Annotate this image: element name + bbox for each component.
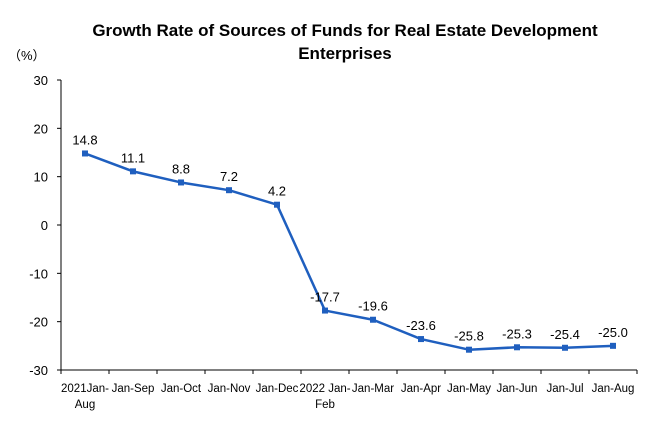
x-axis-tick-label: Aug	[75, 399, 95, 411]
data-label: -25.3	[502, 326, 532, 341]
data-label: -19.6	[358, 299, 388, 314]
x-axis-tick-label: 2022 Jan-	[299, 383, 350, 395]
data-point	[370, 316, 376, 323]
data-label: -17.7	[310, 290, 340, 305]
x-axis-tick-label: Jan-May	[447, 383, 491, 395]
data-point	[226, 187, 232, 194]
data-point	[178, 179, 184, 186]
data-label: 11.1	[121, 150, 145, 165]
data-point	[274, 201, 280, 208]
x-axis-tick-label: Feb	[315, 399, 335, 411]
data-point	[514, 344, 520, 351]
y-axis-tick-label: -30	[29, 363, 48, 378]
x-axis-tick-label: 2021Jan-	[61, 383, 109, 395]
y-axis-unit: （%）	[8, 48, 46, 63]
data-label: 7.2	[220, 169, 238, 184]
data-label: 14.8	[72, 132, 97, 147]
series-line	[84, 152, 614, 351]
data-point	[418, 336, 424, 343]
x-axis-tick-label: Jan-Apr	[401, 383, 441, 395]
y-axis-tick-label: -20	[29, 315, 48, 330]
y-axis-tick-label: 0	[41, 218, 48, 233]
x-axis-tick-label: Jan-Dec	[256, 383, 299, 395]
data-point	[562, 344, 568, 351]
y-axis-tick-label: -10	[29, 266, 48, 281]
data-point	[82, 150, 88, 157]
data-point	[610, 342, 616, 349]
data-point	[466, 346, 472, 353]
data-point	[130, 168, 136, 175]
data-label: -23.6	[406, 318, 436, 333]
y-axis-tick-label: 30	[34, 73, 48, 88]
data-label: -25.0	[598, 325, 628, 340]
x-axis-tick-label: Jan-Nov	[208, 383, 251, 395]
data-point	[322, 307, 328, 314]
y-axis-tick-label: 10	[34, 170, 48, 185]
chart-title-line-2: Enterprises	[298, 44, 392, 63]
x-axis-tick-label: Jan-Aug	[592, 383, 635, 395]
x-axis-tick-label: Jan-Mar	[352, 383, 394, 395]
data-label: 4.2	[268, 184, 286, 199]
x-axis-tick-label: Jan-Oct	[161, 383, 202, 395]
data-label: -25.8	[454, 329, 484, 344]
y-axis-tick-label: 20	[34, 121, 48, 136]
chart-title-line-1: Growth Rate of Sources of Funds for Real…	[92, 21, 598, 40]
x-axis-tick-label: Jan-Jul	[546, 383, 583, 395]
data-label: -25.4	[550, 327, 580, 342]
x-axis-tick-label: Jan-Sep	[112, 383, 155, 395]
x-axis-tick-label: Jan-Jun	[497, 383, 538, 395]
data-label: 8.8	[172, 161, 190, 176]
